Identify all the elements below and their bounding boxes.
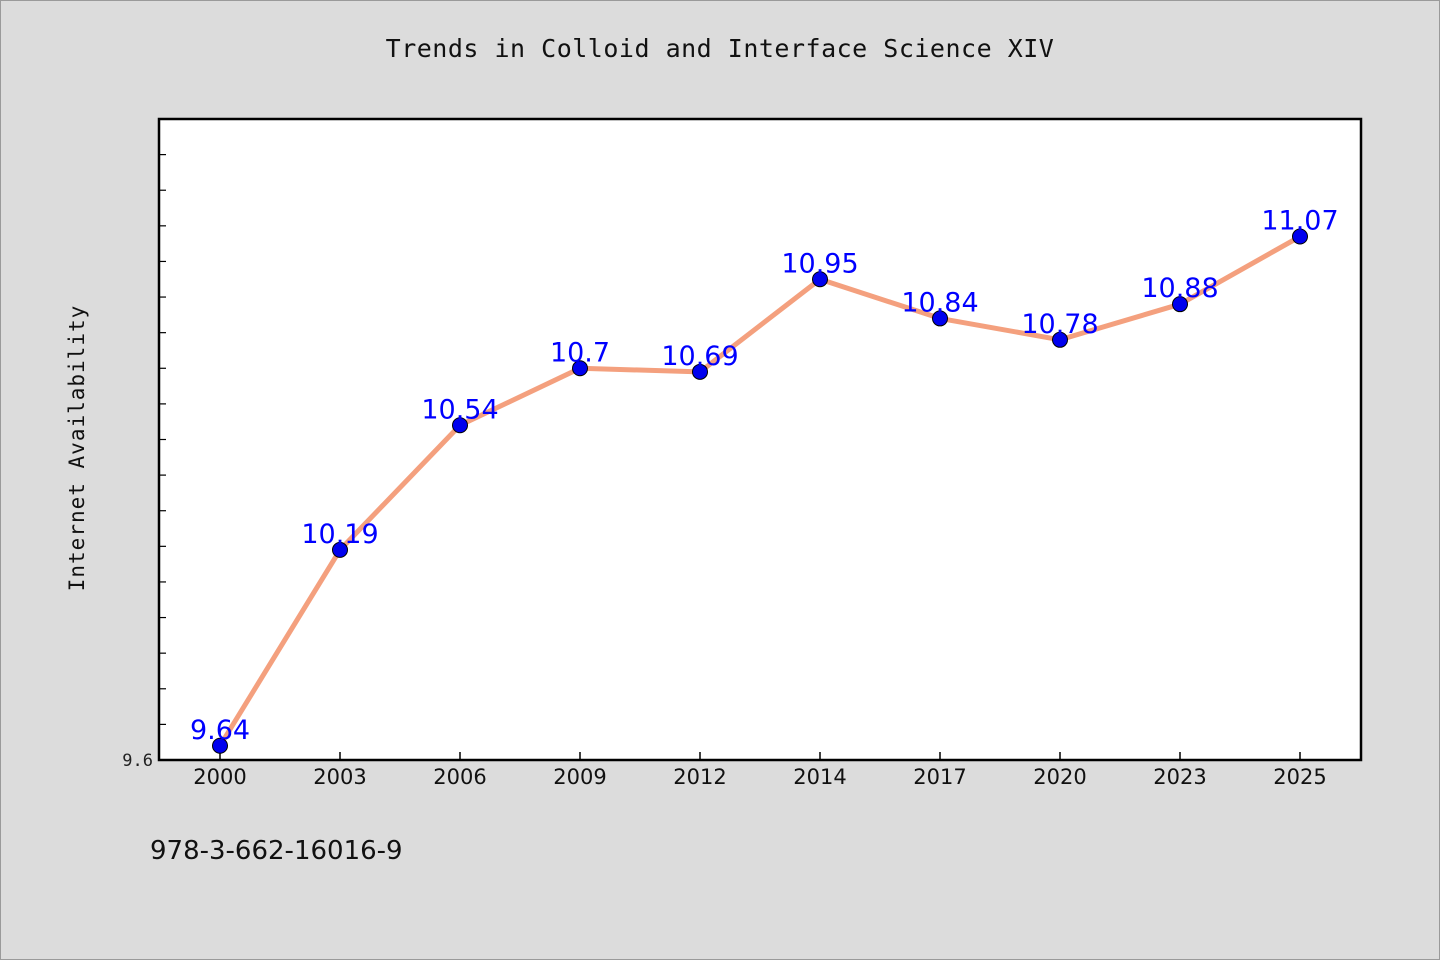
data-point [332,541,348,558]
x-tick-label: 2003 [313,765,366,789]
x-tick-label: 2014 [793,765,846,789]
data-point [1052,331,1068,348]
x-tick-label: 2009 [553,765,606,789]
data-label: 10.88 [1141,273,1218,304]
data-point [932,310,948,327]
data-point [212,737,228,754]
data-label: 10.95 [781,248,858,279]
data-point [452,417,468,434]
data-point [572,360,588,377]
x-tick-label: 2006 [433,765,486,789]
x-tick-label: 2000 [193,765,246,789]
data-label: 10.19 [301,519,378,550]
data-label: 10.84 [901,287,978,318]
x-tick-label: 2025 [1273,765,1326,789]
data-label: 9.64 [190,715,250,746]
data-label: 10.54 [421,394,498,425]
isbn-footer: 978-3-662-16016-9 [150,836,403,866]
series-group [212,228,1308,754]
chart-title: Trends in Colloid and Interface Science … [385,34,1055,63]
data-label: 10.69 [661,341,738,372]
data-point [812,271,828,288]
y-tick-label: 9.6 [122,751,153,771]
series-line [217,234,1303,749]
data-point [1292,228,1308,245]
x-tick-label: 2020 [1033,765,1086,789]
x-tick-label: 2012 [673,765,726,789]
data-labels: 9.64 10.19 10.54 10.7 10.69 10.95 10.84 10.78 10… [190,206,1339,746]
data-point [692,363,708,380]
data-label: 10.78 [1021,309,1098,340]
data-label: 11.07 [1261,206,1338,237]
data-label: 10.7 [550,337,610,368]
x-ticks: 2000 2003 2006 2009 2012 2014 2017 2020 2023 2025 [193,752,1327,789]
x-tick-label: 2023 [1153,765,1206,789]
data-point [1172,296,1188,313]
plot-area [157,117,1363,762]
x-tick-label: 2017 [913,765,966,789]
y-ticks: 9.6 [122,154,166,771]
